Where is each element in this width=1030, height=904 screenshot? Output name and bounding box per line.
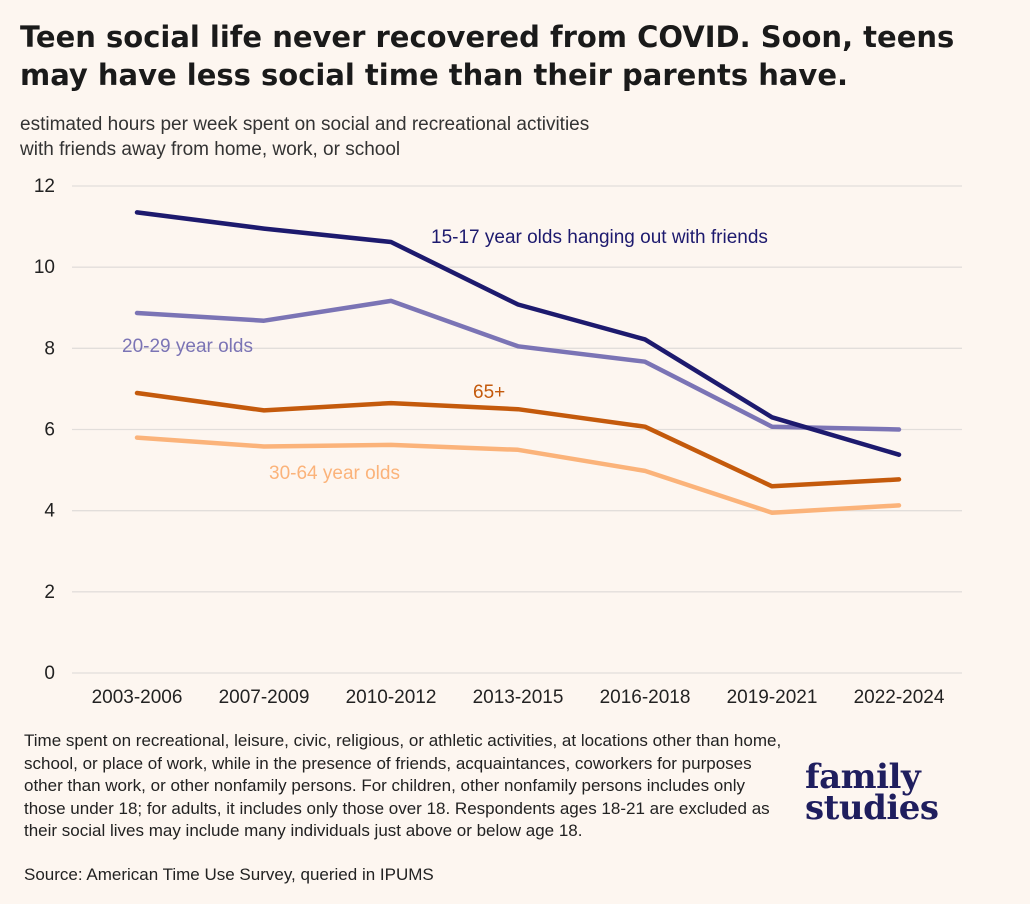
y-tick-label: 8 (44, 338, 55, 359)
chart-title: Teen social life never recovered from CO… (20, 20, 955, 92)
x-tick-label: 2022-2024 (854, 687, 945, 708)
chart-notes: Time spent on recreational, leisure, civ… (24, 731, 782, 840)
series-label: 30-64 year olds (269, 463, 400, 484)
subtitle-line-2: with friends away from home, work, or sc… (20, 139, 401, 160)
logo-line-2: studies (805, 788, 939, 828)
x-tick-label: 2013-2015 (473, 687, 564, 708)
x-axis: 2003-2006 2007-2009 2010-2012 2013-2015 2016… (92, 687, 945, 708)
series-lines (134, 210, 902, 515)
series-line (134, 435, 902, 515)
series-label: 65+ (473, 382, 505, 403)
series-line (134, 210, 902, 457)
series-labels: 15-17 year olds hanging out with friends… (122, 227, 768, 484)
chart-subtitle: estimated hours per week spent on social… (20, 112, 740, 162)
x-tick-label: 2016-2018 (600, 687, 691, 708)
y-axis: 0 2 4 6 8 10 12 (34, 176, 56, 684)
logo-line-1: family (805, 757, 921, 797)
y-tick-label: 12 (34, 176, 55, 197)
series-line (134, 390, 902, 489)
x-tick-label: 2019-2021 (727, 687, 818, 708)
y-tick-label: 6 (44, 420, 55, 441)
x-tick-label: 2010-2012 (346, 687, 437, 708)
family-studies-logo: family studies (805, 757, 965, 828)
subtitle-line-1: estimated hours per week spent on social… (20, 114, 590, 135)
y-tick-label: 4 (44, 501, 55, 522)
series-line (134, 298, 902, 432)
series-label: 15-17 year olds hanging out with friends (431, 227, 768, 248)
x-tick-label: 2007-2009 (219, 687, 310, 708)
x-tick-label: 2003-2006 (92, 687, 183, 708)
series-label: 20-29 year olds (122, 336, 253, 357)
y-tick-label: 2 (44, 582, 55, 603)
y-tick-label: 10 (34, 257, 55, 278)
chart-source: Source: American Time Use Survey, querie… (24, 865, 434, 884)
y-tick-label: 0 (44, 663, 55, 684)
